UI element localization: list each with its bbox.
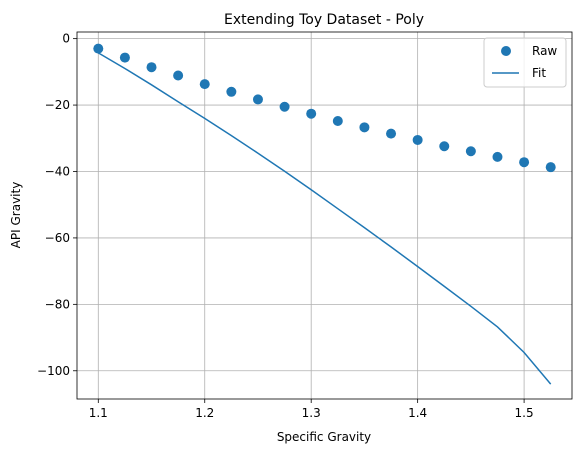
raw-series <box>93 43 556 173</box>
y-tick-label: −20 <box>45 98 70 112</box>
raw-point <box>545 162 556 173</box>
x-axis-ticks: 1.1 1.2 1.3 1.4 1.5 <box>89 399 534 420</box>
x-tick-label: 1.1 <box>89 406 108 420</box>
raw-point <box>146 62 157 73</box>
x-tick-label: 1.2 <box>195 406 214 420</box>
x-tick-label: 1.3 <box>302 406 321 420</box>
raw-point <box>226 86 237 97</box>
grid <box>77 32 572 399</box>
x-axis-label: Specific Gravity <box>277 430 371 444</box>
plot-background <box>77 32 572 399</box>
raw-point <box>306 108 317 119</box>
x-tick-label: 1.4 <box>408 406 427 420</box>
raw-point <box>386 128 397 139</box>
raw-point <box>93 43 104 54</box>
y-axis-label: API Gravity <box>9 182 23 249</box>
legend-label-fit: Fit <box>532 66 546 80</box>
legend-marker-raw <box>501 46 511 56</box>
raw-point <box>332 116 343 127</box>
legend: Raw Fit <box>483 37 567 88</box>
raw-point <box>492 151 503 162</box>
x-tick-label: 1.5 <box>515 406 534 420</box>
y-tick-label: −60 <box>45 231 70 245</box>
raw-point <box>119 52 130 63</box>
raw-point <box>252 94 263 105</box>
chart-title: Extending Toy Dataset - Poly <box>224 12 424 28</box>
y-tick-label: −80 <box>45 297 70 311</box>
raw-point <box>519 157 530 168</box>
raw-point <box>412 134 423 145</box>
raw-point <box>173 70 184 81</box>
plot-frame <box>76 31 573 400</box>
raw-point <box>279 101 290 112</box>
raw-point <box>465 146 476 157</box>
fit-series <box>97 52 552 385</box>
y-tick-label: 0 <box>62 32 70 46</box>
raw-point <box>439 141 450 152</box>
y-axis-ticks: 0 −20 −40 −60 −80 −100 <box>37 32 77 378</box>
raw-point <box>359 122 370 133</box>
legend-label-raw: Raw <box>532 44 557 58</box>
y-tick-label: −100 <box>37 364 70 378</box>
fit-line <box>97 52 552 385</box>
raw-point <box>199 79 210 90</box>
y-tick-label: −40 <box>45 164 70 178</box>
